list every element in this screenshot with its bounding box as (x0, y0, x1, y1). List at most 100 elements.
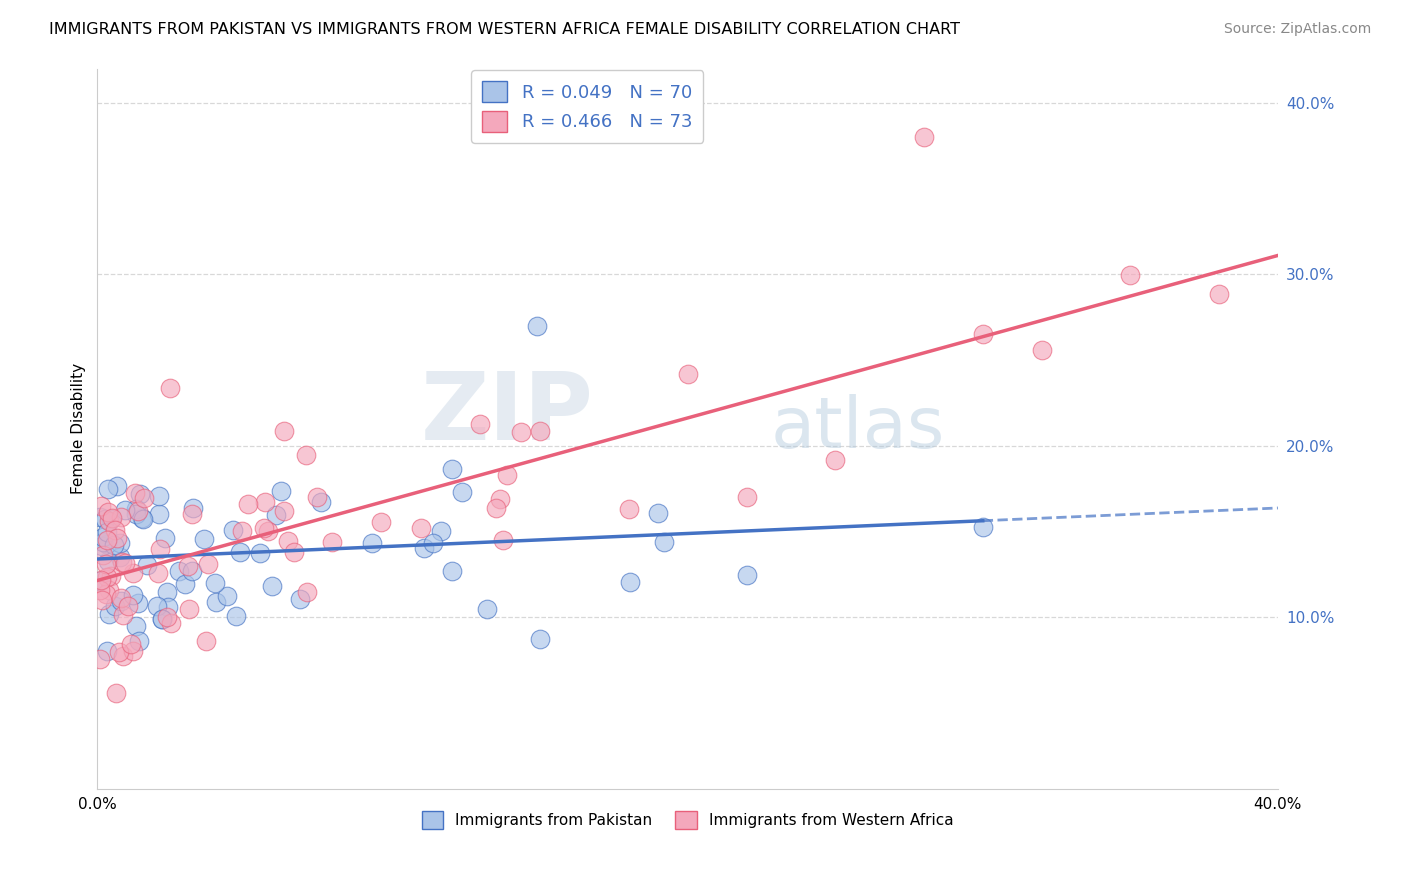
Point (305, 490, 328, 504)
Point (148, 542, 170, 557)
Point (529, 632, 551, 646)
Point (90, 500, 112, 514)
Point (972, 327, 994, 342)
Point (111, 649, 134, 664)
Point (146, 566, 169, 581)
Point (824, 453, 846, 467)
Point (155, 531, 177, 545)
Point (205, 595, 228, 609)
Point (256, 524, 278, 538)
Text: IMMIGRANTS FROM PAKISTAN VS IMMIGRANTS FROM WESTERN AFRICA FEMALE DISABILITY COR: IMMIGRANTS FROM PAKISTAN VS IMMIGRANTS F… (49, 22, 960, 37)
Point (283, 544, 305, 558)
Point (111, 555, 134, 569)
Point (440, 462, 463, 476)
Point (91, 530, 114, 544)
Point (148, 489, 170, 503)
Point (273, 504, 295, 518)
Point (254, 495, 277, 509)
Point (617, 501, 640, 516)
Y-axis label: Female Disability: Female Disability (72, 363, 86, 494)
Point (122, 644, 145, 658)
Point (195, 633, 218, 648)
Point (370, 515, 392, 529)
Point (422, 536, 444, 550)
Point (94, 587, 117, 601)
Point (105, 479, 128, 493)
Point (89, 652, 111, 666)
Point (309, 495, 332, 509)
Point (181, 500, 204, 515)
Point (264, 508, 287, 522)
Point (295, 585, 318, 599)
Point (124, 486, 146, 500)
Point (127, 596, 149, 610)
Point (277, 533, 299, 548)
Point (117, 599, 139, 614)
Point (89, 582, 111, 597)
Point (103, 538, 125, 552)
Point (735, 568, 758, 582)
Point (110, 593, 132, 607)
Point (156, 599, 179, 614)
Point (180, 564, 202, 578)
Point (127, 504, 149, 518)
Point (253, 521, 276, 535)
Point (204, 576, 226, 591)
Point (97, 514, 120, 528)
Point (100, 568, 122, 582)
Point (91, 539, 114, 553)
Point (131, 510, 153, 524)
Point (97, 607, 120, 621)
Point (174, 577, 197, 591)
Point (91, 548, 114, 562)
Point (181, 507, 204, 521)
Point (156, 610, 179, 624)
Point (94, 558, 117, 572)
Point (193, 532, 215, 546)
Point (111, 607, 134, 622)
Point (98, 582, 121, 597)
Point (145, 599, 167, 613)
Point (110, 591, 132, 606)
Point (120, 637, 142, 651)
Point (676, 367, 699, 381)
Point (495, 468, 517, 483)
Point (100, 512, 122, 526)
Point (105, 531, 128, 545)
Point (114, 556, 136, 570)
Point (101, 511, 124, 525)
Point (160, 615, 183, 630)
Point (619, 575, 641, 590)
Point (89, 510, 111, 524)
Point (156, 585, 179, 599)
Point (125, 507, 148, 521)
Point (236, 497, 259, 511)
Point (110, 509, 132, 524)
Point (132, 512, 155, 526)
Point (217, 590, 239, 604)
Point (912, 130, 935, 145)
Point (96, 644, 118, 658)
Point (526, 318, 548, 333)
Point (273, 424, 295, 438)
Point (249, 545, 271, 559)
Point (361, 536, 384, 550)
Point (440, 564, 463, 578)
Legend: Immigrants from Pakistan, Immigrants from Western Africa: Immigrants from Pakistan, Immigrants fro… (416, 805, 960, 835)
Point (177, 602, 200, 616)
Point (97, 483, 120, 497)
Point (295, 448, 318, 462)
Point (1119, 268, 1142, 282)
Point (96, 570, 118, 584)
Point (91, 592, 114, 607)
Point (122, 566, 145, 580)
Point (114, 502, 136, 516)
Point (122, 588, 145, 602)
Point (94, 512, 117, 526)
Point (1208, 287, 1230, 301)
Point (972, 520, 994, 534)
Point (430, 524, 453, 538)
Point (225, 609, 247, 624)
Point (104, 523, 127, 537)
Point (484, 501, 506, 516)
